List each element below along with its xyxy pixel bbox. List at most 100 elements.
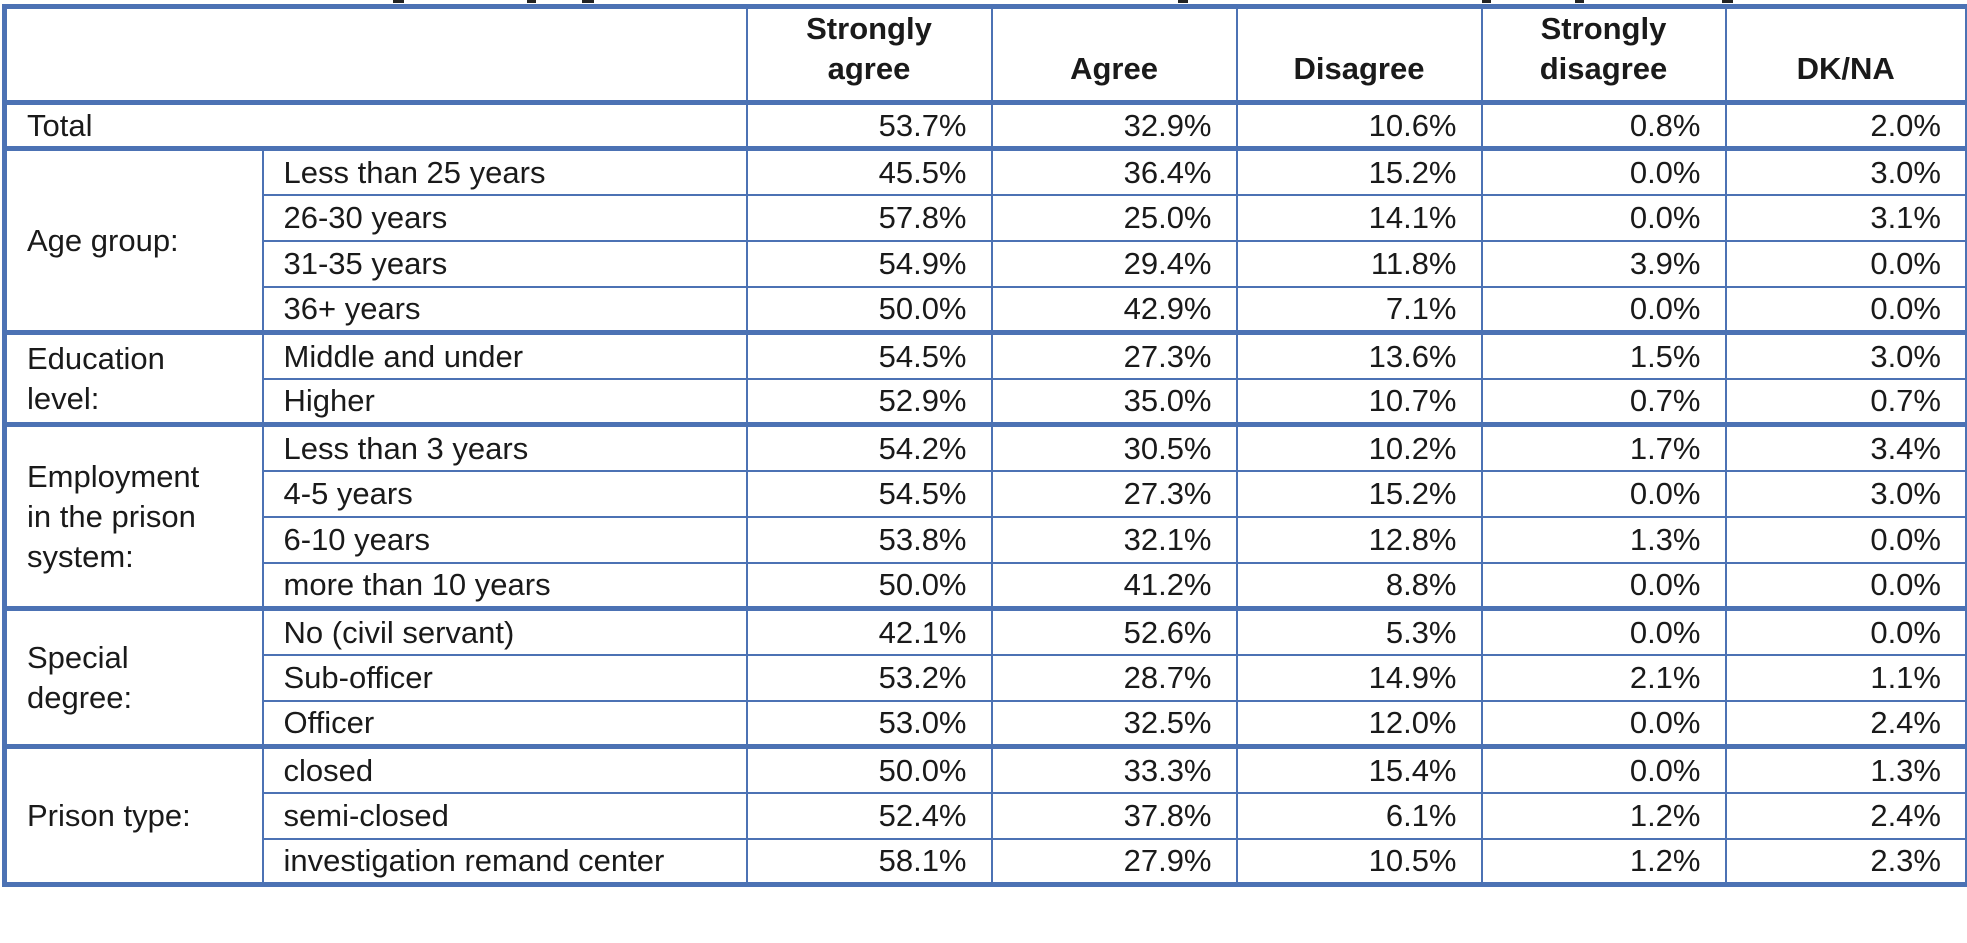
- table-row: Education level: Middle and under 54.5% …: [3, 330, 1967, 426]
- cell-value: 33.3%: [990, 744, 1238, 794]
- cell-value: 0.0%: [1480, 699, 1727, 748]
- cell-value: 1.1%: [1724, 653, 1967, 702]
- total-label: Total: [3, 100, 748, 150]
- cell-value: 37.8%: [990, 791, 1238, 840]
- cell-value: 32.9%: [990, 100, 1238, 150]
- cell-value: 3.0%: [1724, 330, 1967, 380]
- caption-fragment: [1178, 0, 1188, 3]
- group-label-prison-type: Prison type:: [3, 744, 264, 886]
- cell-value: 2.3%: [1724, 837, 1967, 886]
- row-label: Officer: [261, 699, 748, 748]
- section-employment: Employment in the prison system: Less th…: [3, 422, 1967, 610]
- cell-value: 50.0%: [745, 744, 993, 794]
- cell-value: 15.4%: [1235, 744, 1483, 794]
- cell-value: 32.5%: [990, 699, 1238, 748]
- cell-value: 53.7%: [745, 100, 993, 150]
- table-row: Special degree: No (civil servant) 42.1%…: [3, 606, 1967, 748]
- cell-value: 2.4%: [1724, 791, 1967, 840]
- cell-value: 53.2%: [745, 653, 993, 702]
- col-header-strongly-disagree: Strongly disagree: [1480, 5, 1727, 106]
- cell-value: 0.0%: [1480, 606, 1727, 656]
- cell-value: 52.4%: [745, 791, 993, 840]
- cell-value: 45.5%: [745, 146, 993, 196]
- table-row: 26-30 years 57.8% 25.0% 14.1% 0.0% 3.1%: [5, 193, 1967, 242]
- row-label: 4-5 years: [261, 469, 748, 518]
- cell-value: 10.6%: [1235, 100, 1483, 150]
- cell-value: 12.0%: [1235, 699, 1483, 748]
- cell-value: 54.5%: [745, 469, 993, 518]
- section-education-level: Education level: Middle and under 54.5% …: [3, 330, 1967, 426]
- table-row: Age group: Less than 25 years 45.5% 36.4…: [3, 146, 1967, 334]
- table-header: Strongly agree Agree Disagree Strongly d…: [3, 5, 1967, 106]
- cell-value: 2.0%: [1724, 100, 1967, 150]
- row-label: closed: [261, 744, 748, 794]
- cell-value: 29.4%: [990, 239, 1238, 288]
- table-row: semi-closed 52.4% 37.8% 6.1% 1.2% 2.4%: [5, 791, 1967, 840]
- cell-value: 0.0%: [1724, 515, 1967, 564]
- total-row: Total 53.7% 32.9% 10.6% 0.8% 2.0%: [3, 100, 1967, 150]
- table-row: more than 10 years 50.0% 41.2% 8.8% 0.0%…: [5, 561, 1967, 610]
- group-label-employment: Employment in the prison system:: [3, 422, 264, 610]
- col-header-agree: Agree: [990, 5, 1238, 106]
- cell-value: 42.9%: [990, 285, 1238, 334]
- cell-value: 12.8%: [1235, 515, 1483, 564]
- table-row: Higher 52.9% 35.0% 10.7% 0.7% 0.7%: [5, 377, 1967, 426]
- caption-fragment: [393, 0, 404, 3]
- cell-value: 25.0%: [990, 193, 1238, 242]
- row-label: Less than 3 years: [261, 422, 748, 472]
- cell-value: 10.2%: [1235, 422, 1483, 472]
- row-label: 31-35 years: [261, 239, 748, 288]
- table-row: Employment in the prison system: Less th…: [3, 422, 1967, 610]
- cell-value: 1.3%: [1724, 744, 1967, 794]
- cell-value: 42.1%: [745, 606, 993, 656]
- cell-value: 14.1%: [1235, 193, 1483, 242]
- cell-value: 52.9%: [745, 377, 993, 426]
- cell-value: 10.7%: [1235, 377, 1483, 426]
- corner-cell: [3, 5, 748, 106]
- cell-value: 0.7%: [1480, 377, 1727, 426]
- table-row: 4-5 years 54.5% 27.3% 15.2% 0.0% 3.0%: [5, 469, 1967, 518]
- cell-value: 54.9%: [745, 239, 993, 288]
- cell-value: 35.0%: [990, 377, 1238, 426]
- cell-value: 0.0%: [1724, 239, 1967, 288]
- cell-value: 3.9%: [1480, 239, 1727, 288]
- cell-value: 50.0%: [745, 561, 993, 610]
- table-row: Officer 53.0% 32.5% 12.0% 0.0% 2.4%: [5, 699, 1967, 748]
- row-label: investigation remand center: [261, 837, 748, 886]
- cell-value: 0.8%: [1480, 100, 1727, 150]
- cell-value: 0.0%: [1724, 561, 1967, 610]
- row-label: No (civil servant): [261, 606, 748, 656]
- cell-value: 58.1%: [745, 837, 993, 886]
- table-row: Sub-officer 53.2% 28.7% 14.9% 2.1% 1.1%: [5, 653, 1967, 702]
- cell-value: 0.0%: [1724, 606, 1967, 656]
- data-table: Strongly agree Agree Disagree Strongly d…: [2, 4, 1967, 888]
- table-row: 36+ years 50.0% 42.9% 7.1% 0.0% 0.0%: [5, 285, 1967, 334]
- cell-value: 3.0%: [1724, 146, 1967, 196]
- cell-value: 1.2%: [1480, 791, 1727, 840]
- caption-fragment: [1482, 0, 1491, 3]
- row-label: 36+ years: [261, 285, 748, 334]
- survey-results-table: Strongly agree Agree Disagree Strongly d…: [2, 4, 1967, 888]
- cell-value: 14.9%: [1235, 653, 1483, 702]
- cell-value: 50.0%: [745, 285, 993, 334]
- cell-value: 36.4%: [990, 146, 1238, 196]
- cell-value: 0.0%: [1480, 193, 1727, 242]
- cell-value: 3.0%: [1724, 469, 1967, 518]
- caption-fragment: [582, 0, 594, 3]
- cell-value: 54.5%: [745, 330, 993, 380]
- cell-value: 53.8%: [745, 515, 993, 564]
- cell-value: 5.3%: [1235, 606, 1483, 656]
- section-age-group: Age group: Less than 25 years 45.5% 36.4…: [3, 146, 1967, 334]
- cell-value: 10.5%: [1235, 837, 1483, 886]
- group-label-age: Age group:: [3, 146, 264, 334]
- section-special-degree: Special degree: No (civil servant) 42.1%…: [3, 606, 1967, 748]
- row-label: Higher: [261, 377, 748, 426]
- cell-value: 13.6%: [1235, 330, 1483, 380]
- cell-value: 15.2%: [1235, 146, 1483, 196]
- section-prison-type: Prison type: closed 50.0% 33.3% 15.4% 0.…: [3, 744, 1967, 886]
- table-row: Prison type: closed 50.0% 33.3% 15.4% 0.…: [3, 744, 1967, 886]
- table-row: investigation remand center 58.1% 27.9% …: [5, 837, 1967, 886]
- cell-value: 41.2%: [990, 561, 1238, 610]
- cell-value: 1.5%: [1480, 330, 1727, 380]
- cell-value: 27.9%: [990, 837, 1238, 886]
